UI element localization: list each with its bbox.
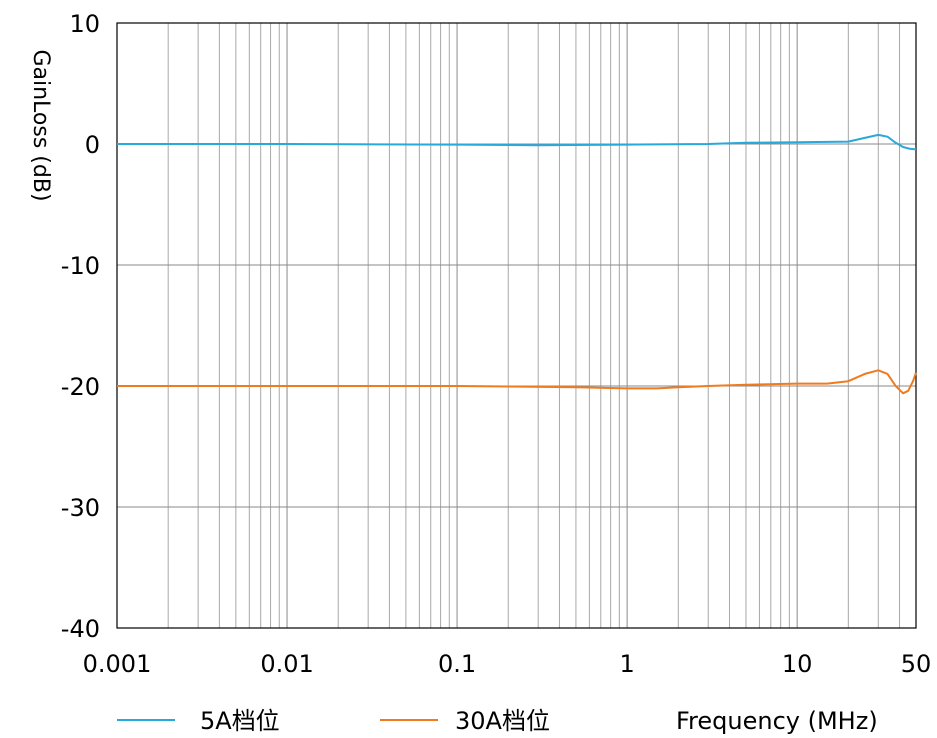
series-line-2 — [117, 369, 917, 395]
series-line-1 — [117, 133, 917, 151]
legend: 5A档位 30A档位 — [117, 707, 550, 735]
y-tick-label: -20 — [61, 373, 100, 401]
tick-labels: 0.001 0.01 0.1 1 10 50 10 0 -10 -20 -30 -40 — [61, 10, 931, 678]
plot-frame — [116, 22, 917, 629]
y-tick-label: -30 — [61, 494, 100, 522]
x-tick-label: 0.1 — [438, 650, 476, 678]
series-layer — [117, 133, 917, 395]
x-tick-label: 0.01 — [260, 650, 313, 678]
legend-label-2: 30A档位 — [455, 707, 550, 735]
x-axis-label: Frequency (MHz) — [676, 707, 878, 735]
grid — [117, 23, 916, 628]
y-tick-label: 0 — [85, 131, 100, 159]
legend-label-1: 5A档位 — [200, 707, 280, 735]
y-tick-label: -40 — [61, 615, 100, 643]
x-tick-label: 10 — [782, 650, 813, 678]
y-tick-label: -10 — [61, 252, 100, 280]
x-tick-label: 50 — [901, 650, 932, 678]
y-tick-label: 10 — [69, 10, 100, 38]
x-tick-label: 0.001 — [83, 650, 152, 678]
x-tick-label: 1 — [619, 650, 634, 678]
y-axis-label: GainLoss (dB) — [28, 49, 53, 201]
